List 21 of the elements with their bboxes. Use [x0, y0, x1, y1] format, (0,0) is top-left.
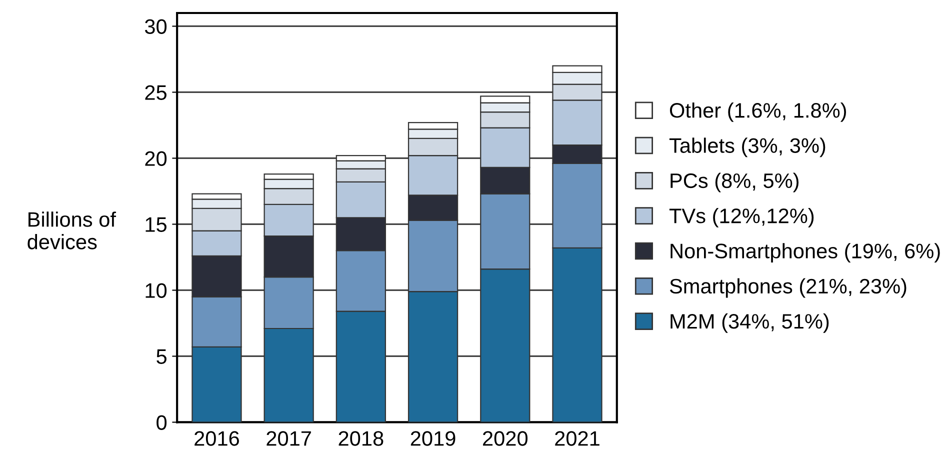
x-tick-label: 2019: [410, 431, 456, 446]
y-tick-label: 25: [145, 85, 166, 100]
legend-label: Other (1.6%, 1.8%): [670, 102, 846, 122]
x-tick-label: 2018: [338, 431, 384, 446]
legend-label: Smartphones (21%, 23%): [670, 278, 906, 298]
y-tick-label: 15: [146, 217, 166, 232]
y-tick-label: 30: [144, 19, 167, 34]
legend-label: Non-Smartphones (19%, 6%): [670, 243, 940, 263]
y-tick-label: 5: [156, 349, 166, 364]
y-tick-label: 10: [146, 283, 167, 298]
legend-label: TVs (12%,12%): [669, 208, 814, 228]
y-tick-label: 0: [156, 415, 167, 430]
x-tick-label: 2021: [555, 431, 600, 446]
legend-label: M2M (34%, 51%): [670, 313, 829, 333]
legend-label: PCs (8%, 5%): [670, 172, 799, 192]
legend-label: Tablets (3%, 3%): [669, 138, 826, 158]
y-tick-label: 20: [145, 151, 167, 166]
y-axis-title: Billions of devices: [28, 212, 116, 250]
x-tick-label: 2017: [266, 431, 311, 446]
x-tick-label: 2016: [194, 431, 239, 446]
x-tick-label: 2020: [483, 431, 528, 446]
